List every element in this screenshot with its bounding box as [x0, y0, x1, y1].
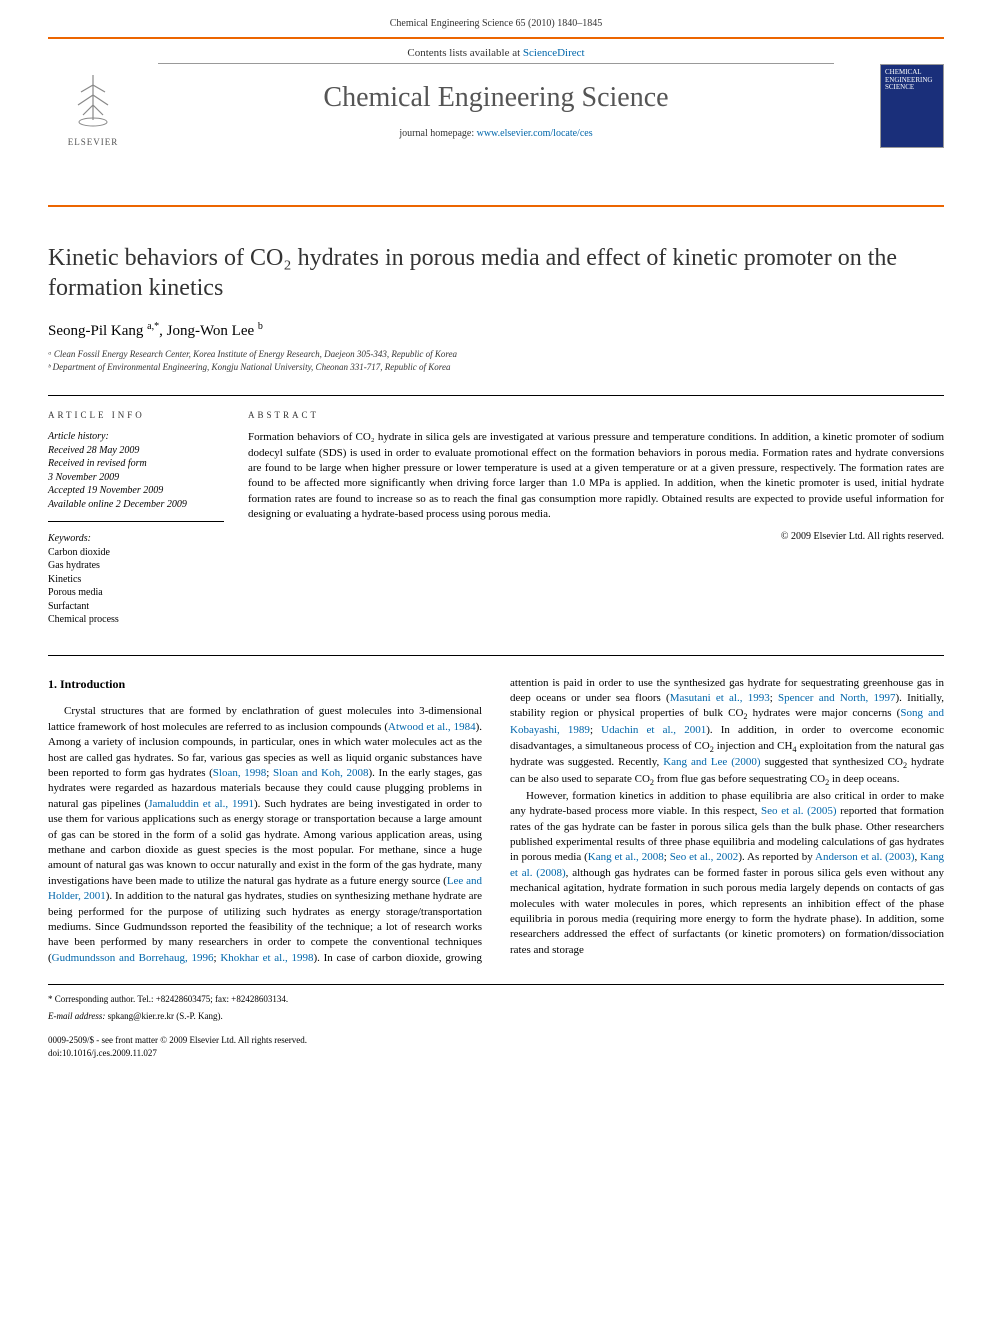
citation-link[interactable]: Song and Kobayashi, 1989 — [510, 707, 944, 736]
email-address[interactable]: spkang@kier.re.kr (S.-P. Kang). — [108, 1011, 223, 1021]
citation-link[interactable]: Gudmundsson and Borrehaug, 1996 — [52, 952, 214, 964]
citation-link[interactable]: Kang et al., 2008 — [588, 851, 664, 863]
history-line: 3 November 2009 — [48, 471, 224, 485]
journal-cover-thumb: CHEMICAL ENGINEERING SCIENCE — [880, 64, 944, 148]
article-info: ARTICLE INFO Article history: Received 2… — [48, 410, 248, 627]
email-label: E-mail address: — [48, 1011, 108, 1021]
cover-text: CHEMICAL ENGINEERING SCIENCE — [885, 69, 939, 92]
citation-link[interactable]: Jamaluddin et al., 1991 — [148, 798, 254, 810]
contents-text: Contents lists available at ScienceDirec… — [407, 47, 584, 59]
affiliation-a: ᵃ Clean Fossil Energy Research Center, K… — [48, 348, 944, 361]
sciencedirect-link[interactable]: ScienceDirect — [523, 47, 585, 59]
keywords-label: Keywords: — [48, 532, 224, 546]
tree-icon — [63, 70, 123, 130]
keyword: Carbon dioxide — [48, 546, 224, 560]
banner-top: Contents lists available at ScienceDirec… — [158, 39, 834, 64]
info-label: ARTICLE INFO — [48, 410, 224, 420]
homepage-link[interactable]: www.elsevier.com/locate/ces — [477, 128, 593, 139]
affiliation-b: ᵇ Department of Environmental Engineerin… — [48, 361, 944, 374]
doi-block: 0009-2509/$ - see front matter © 2009 El… — [48, 1034, 944, 1059]
body-para: However, formation kinetics in addition … — [510, 789, 944, 958]
article-body: 1. Introduction Crystal structures that … — [48, 655, 944, 966]
citation-link[interactable]: Atwood et al., 1984 — [388, 721, 476, 733]
citation-link[interactable]: Udachin et al., 2001 — [601, 724, 706, 736]
history-label: Article history: — [48, 430, 224, 444]
keyword: Chemical process — [48, 613, 224, 627]
email-line: E-mail address: spkang@kier.re.kr (S.-P.… — [48, 1010, 944, 1023]
history-line: Received in revised form — [48, 457, 224, 471]
keywords: Keywords: Carbon dioxide Gas hydrates Ki… — [48, 532, 224, 627]
authors: Seong-Pil Kang a,*, Jong-Won Lee b — [48, 321, 944, 340]
doi-line: doi:10.1016/j.ces.2009.11.027 — [48, 1047, 944, 1060]
homepage-label: journal homepage: — [399, 128, 476, 139]
section-heading: 1. Introduction — [48, 676, 482, 693]
banner-main: ELSEVIER Chemical Engineering Science CH… — [48, 64, 944, 128]
citation-link[interactable]: Khokhar et al., 1998 — [220, 952, 313, 964]
publisher-name: ELSEVIER — [48, 137, 138, 147]
article-history: Article history: Received 28 May 2009 Re… — [48, 430, 224, 522]
article: Kinetic behaviors of CO₂ hydrates in por… — [48, 207, 944, 966]
article-title: Kinetic behaviors of CO₂ hydrates in por… — [48, 243, 944, 303]
journal-banner: Contents lists available at ScienceDirec… — [48, 37, 944, 207]
abstract-label: ABSTRACT — [248, 410, 944, 420]
history-line: Received 28 May 2009 — [48, 444, 224, 458]
abstract-text: Formation behaviors of CO₂ hydrate in si… — [248, 430, 944, 522]
elsevier-logo: ELSEVIER — [48, 70, 138, 147]
abstract-block: ABSTRACT Formation behaviors of CO₂ hydr… — [248, 410, 944, 627]
keyword: Kinetics — [48, 573, 224, 587]
issn-line: 0009-2509/$ - see front matter © 2009 El… — [48, 1034, 944, 1047]
citation-link[interactable]: Spencer and North, 1997 — [778, 692, 895, 704]
keyword: Porous media — [48, 586, 224, 600]
keyword: Surfactant — [48, 600, 224, 614]
citation-link[interactable]: Seo et al. (2005) — [761, 805, 836, 817]
keyword: Gas hydrates — [48, 559, 224, 573]
citation-link[interactable]: Kang and Lee (2000) — [663, 756, 760, 768]
citation-link[interactable]: Sloan and Koh, 2008 — [273, 767, 369, 779]
citation-link[interactable]: Masutani et al., 1993 — [670, 692, 770, 704]
corresponding-author: * Corresponding author. Tel.: +824286034… — [48, 993, 944, 1006]
abstract-copyright: © 2009 Elsevier Ltd. All rights reserved… — [248, 531, 944, 542]
history-line: Accepted 19 November 2009 — [48, 484, 224, 498]
page-footer: * Corresponding author. Tel.: +824286034… — [48, 984, 944, 1059]
citation-link[interactable]: Anderson et al. (2003) — [815, 851, 914, 863]
journal-title: Chemical Engineering Science — [48, 74, 944, 122]
journal-homepage: journal homepage: www.elsevier.com/locat… — [48, 128, 944, 149]
citation-link[interactable]: Sloan, 1998 — [213, 767, 266, 779]
contents-label: Contents lists available at — [407, 47, 522, 59]
meta-row: ARTICLE INFO Article history: Received 2… — [48, 395, 944, 627]
history-line: Available online 2 December 2009 — [48, 498, 224, 512]
citation-link[interactable]: Lee and Holder, 2001 — [48, 875, 482, 902]
citation-link[interactable]: Seo et al., 2002 — [670, 851, 739, 863]
running-head: Chemical Engineering Science 65 (2010) 1… — [0, 0, 992, 37]
